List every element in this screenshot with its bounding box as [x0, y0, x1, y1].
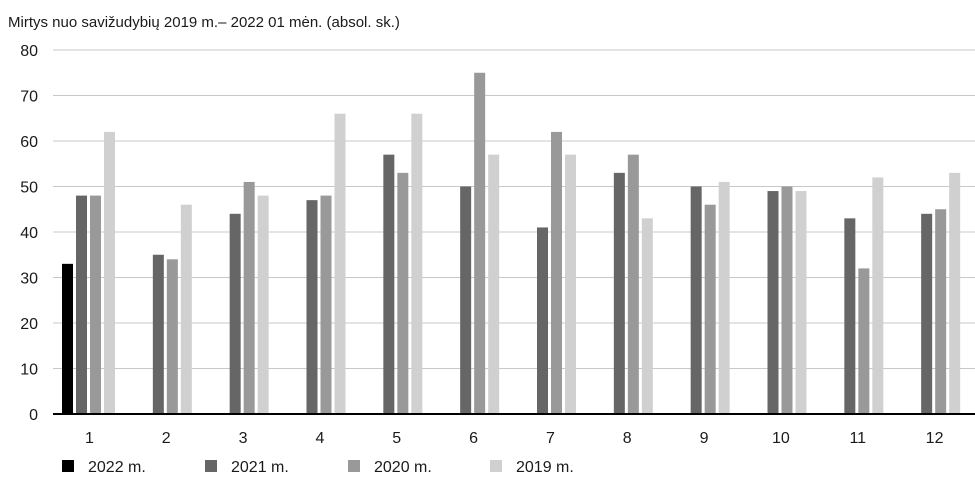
bar-2019-m-month-7	[565, 154, 576, 414]
bar-2019-m-month-12	[949, 172, 961, 414]
y-tick-label: 80	[20, 43, 38, 60]
legend-label: 2021 m.	[231, 459, 289, 476]
bar-2020-m-month-11	[858, 268, 870, 414]
bar-2021-m-month-6	[460, 186, 472, 414]
grid-lines	[53, 49, 975, 369]
bar-2020-m-month-5	[397, 172, 409, 414]
bar-2019-m-month-6	[488, 154, 500, 414]
y-tick-label: 30	[20, 271, 38, 288]
y-axis-ticks: 0 10 20 30 40 50 60 70 80	[20, 43, 38, 424]
bar-2022-m-month-1	[62, 263, 73, 414]
x-tick-label: 2	[162, 430, 171, 447]
bar-2021-m-month-3	[229, 213, 241, 414]
bar-2020-m-month-8	[627, 154, 639, 414]
legend-label: 2020 m.	[374, 459, 432, 476]
x-tick-label: 8	[623, 430, 632, 447]
y-tick-label: 50	[20, 180, 38, 197]
y-tick-label: 20	[20, 316, 38, 333]
x-tick-label: 9	[700, 430, 709, 447]
y-tick-label: 70	[20, 89, 38, 106]
x-tick-label: 5	[392, 430, 401, 447]
x-tick-label: 12	[926, 430, 944, 447]
bar-2019-m-month-9	[718, 181, 730, 414]
bar-2019-m-month-2	[180, 204, 192, 414]
legend-swatch	[490, 460, 502, 472]
y-tick-label: 0	[29, 407, 38, 424]
bar-2020-m-month-12	[935, 209, 947, 414]
bar-2020-m-month-1	[90, 195, 101, 414]
legend-label: 2019 m.	[516, 459, 574, 476]
y-tick-label: 40	[20, 225, 38, 242]
bar-2020-m-month-7	[551, 131, 562, 414]
x-tick-label: 7	[546, 430, 555, 447]
bar-2021-m-month-5	[383, 154, 395, 414]
bar-2021-m-month-9	[690, 186, 702, 414]
x-tick-label: 4	[315, 430, 324, 447]
bar-2021-m-month-4	[306, 200, 318, 414]
bar-2021-m-month-2	[152, 254, 164, 414]
bar-2019-m-month-4	[334, 113, 346, 414]
x-tick-label: 11	[849, 430, 866, 447]
x-tick-label: 6	[469, 430, 478, 447]
bar-2019-m-month-3	[257, 195, 269, 414]
x-tick-label: 3	[239, 430, 248, 447]
legend-swatch	[62, 460, 74, 472]
bars	[62, 72, 961, 414]
bar-2020-m-month-4	[320, 195, 332, 414]
bar-2020-m-month-9	[704, 204, 716, 414]
bar-2019-m-month-11	[872, 177, 884, 414]
bar-2021-m-month-7	[537, 227, 548, 414]
bar-2020-m-month-2	[166, 259, 178, 414]
bar-2019-m-month-10	[795, 191, 807, 414]
bar-2021-m-month-1	[76, 195, 87, 414]
legend-swatch	[348, 460, 360, 472]
bar-2021-m-month-12	[921, 213, 933, 414]
legend-swatch	[205, 460, 217, 472]
legend: 2022 m. 2021 m. 2020 m. 2019 m.	[62, 459, 574, 476]
bar-2021-m-month-8	[613, 172, 625, 414]
bar-2020-m-month-3	[243, 181, 255, 414]
bar-2019-m-month-5	[411, 113, 423, 414]
bar-2020-m-month-6	[474, 72, 486, 414]
bar-2021-m-month-11	[844, 218, 856, 414]
y-tick-label: 10	[20, 362, 38, 379]
bar-2019-m-month-8	[641, 218, 653, 414]
bar-2021-m-month-10	[767, 191, 779, 414]
chart-title: Mirtys nuo savižudybių 2019 m.– 2022 01 …	[8, 14, 400, 31]
x-axis-ticks: 1 2 3 4 5 6 7 8 9 10 11 12	[85, 430, 944, 447]
legend-label: 2022 m.	[88, 459, 146, 476]
bar-2020-m-month-10	[781, 186, 793, 414]
x-tick-label: 10	[772, 430, 790, 447]
y-tick-label: 60	[20, 134, 38, 151]
x-tick-label: 1	[85, 430, 94, 447]
bar-2019-m-month-1	[104, 131, 115, 414]
